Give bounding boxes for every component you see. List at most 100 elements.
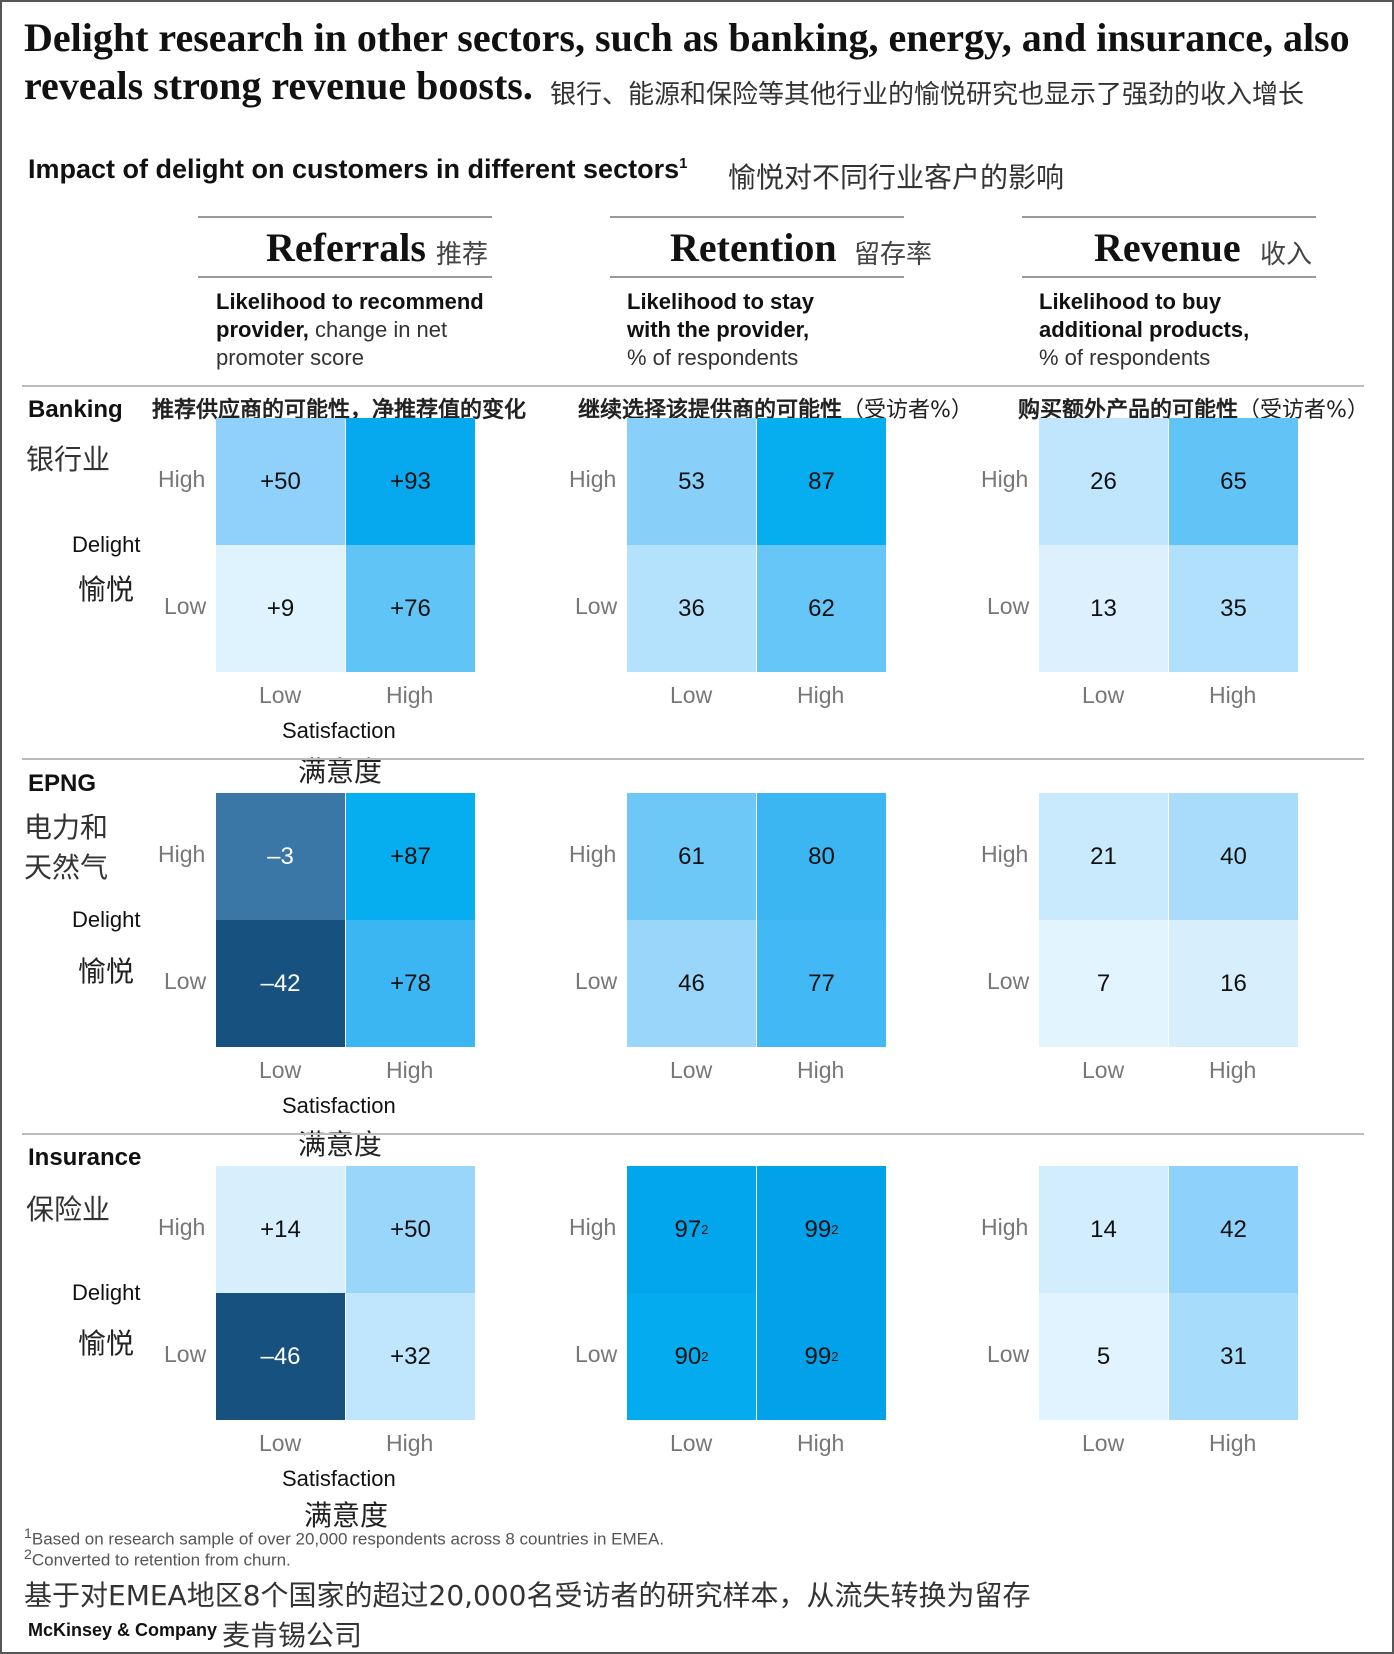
- satisfaction-label-banking: Satisfaction: [282, 718, 396, 743]
- cell-value: 26: [1090, 467, 1117, 495]
- sector-banking: Banking: [28, 396, 123, 423]
- cell-value: –3: [267, 842, 294, 870]
- cell-value: +93: [390, 467, 431, 495]
- heatmap-cell-epng-referrals: –3: [216, 793, 345, 920]
- sector-insurance: Insurance: [28, 1144, 142, 1171]
- col-rule-top-retention: [610, 216, 904, 218]
- col-desc-revenue-line1: Likelihood to buy: [1039, 289, 1222, 314]
- cell-value: 14: [1090, 1215, 1117, 1243]
- satisfaction-cn-insurance: 满意度: [304, 1499, 389, 1532]
- heatmap-cell-epng-referrals: –42: [216, 920, 345, 1047]
- heatmap-cell-insurance-revenue: 31: [1169, 1293, 1298, 1420]
- col-desc-revenue: Likelihood to buy additional products, %…: [1039, 288, 1249, 372]
- y-tick-label-banking-revenue: High: [981, 466, 1029, 492]
- x-tick-label-epng-revenue: Low: [1082, 1057, 1125, 1083]
- cell-value: 99: [804, 1215, 832, 1243]
- heatmap-cell-epng-retention: 46: [627, 920, 756, 1047]
- subtitle-cn: 愉悦对不同行业客户的影响: [728, 161, 1065, 194]
- delight-label-insurance: Delight: [72, 1280, 141, 1305]
- sector-epng: EPNG: [28, 770, 97, 797]
- satisfaction-label-epng: Satisfaction: [282, 1093, 396, 1118]
- satisfaction-label-insurance: Satisfaction: [282, 1466, 396, 1491]
- cell-footnote-mark: 2: [831, 1222, 839, 1237]
- col-desc-retention-line2-bold: with the provider,: [627, 317, 810, 342]
- col-desc-referrals-line2-bold: provider,: [216, 317, 309, 342]
- footnote-2: 2Converted to retention from churn.: [24, 1547, 291, 1571]
- heatmap-cell-insurance-retention: 99 2: [757, 1293, 886, 1420]
- heatmap-cell-epng-referrals: +87: [346, 793, 475, 920]
- cell-value: +76: [390, 594, 431, 622]
- heatmap-cell-epng-revenue: 21: [1039, 793, 1168, 920]
- y-tick-label-banking-referrals: High: [158, 466, 206, 492]
- cell-value: +32: [390, 1342, 431, 1370]
- cell-value: 31: [1220, 1342, 1247, 1370]
- heatmap-cell-insurance-retention: 90 2: [627, 1293, 756, 1420]
- y-tick-label-insurance-referrals: Low: [164, 1341, 207, 1367]
- col-desc-retention: Likelihood to stay with the provider, % …: [627, 288, 814, 372]
- divider-epng: [22, 758, 1364, 760]
- cell-value: 35: [1220, 594, 1247, 622]
- cell-value: 21: [1090, 842, 1117, 870]
- y-tick-label-insurance-revenue: High: [981, 1214, 1029, 1240]
- cell-value: +9: [266, 594, 295, 622]
- x-tick-label-insurance-revenue: Low: [1082, 1430, 1125, 1456]
- footnote-2-text: Converted to retention from churn.: [31, 1550, 291, 1570]
- heatmap-cell-epng-referrals: +78: [346, 920, 475, 1047]
- satisfaction-cn-epng: 满意度: [298, 1128, 383, 1161]
- y-tick-label-epng-referrals: Low: [164, 968, 207, 994]
- heatmap-cell-insurance-referrals: –46: [216, 1293, 345, 1420]
- col-desc-referrals-line2-rest: change in net: [308, 317, 448, 342]
- y-tick-label-epng-referrals: High: [158, 841, 206, 867]
- x-tick-label-epng-revenue: High: [1209, 1057, 1257, 1083]
- heatmap-cell-banking-revenue: 65: [1169, 418, 1298, 545]
- cell-value: –46: [260, 1342, 301, 1370]
- brand-name-cn: 麦肯锡公司: [222, 1619, 363, 1652]
- cell-value: 80: [808, 842, 835, 870]
- heatmap-cell-epng-retention: 80: [757, 793, 886, 920]
- cell-value: +50: [390, 1215, 431, 1243]
- heatmap-cell-insurance-revenue: 5: [1039, 1293, 1168, 1420]
- cell-footnote-mark: 2: [701, 1349, 709, 1364]
- heatmap-cell-banking-retention: 62: [757, 545, 886, 672]
- heatmap-cell-epng-revenue: 7: [1039, 920, 1168, 1047]
- col-head-cn-referrals: 推荐: [436, 240, 489, 270]
- heatmap-cell-banking-revenue: 13: [1039, 545, 1168, 672]
- footnote-2-mark: 2: [24, 1547, 32, 1563]
- x-tick-label-banking-referrals: Low: [259, 682, 302, 708]
- title-line-1: Delight research in other sectors, such …: [24, 15, 1350, 60]
- delight-cn-banking: 愉悦: [78, 573, 135, 606]
- y-tick-label-epng-revenue: Low: [987, 968, 1030, 994]
- cell-value: 65: [1220, 467, 1247, 495]
- heatmap-cell-banking-referrals: +76: [346, 545, 475, 672]
- y-tick-label-insurance-retention: High: [569, 1214, 617, 1240]
- heatmap-cell-insurance-referrals: +32: [346, 1293, 475, 1420]
- col-rule-top-referrals: [198, 216, 492, 218]
- col-head-cn-retention: 留存率: [854, 240, 933, 270]
- col-rule-bottom-referrals: [198, 276, 492, 278]
- heatmap-cell-banking-retention: 87: [757, 418, 886, 545]
- satisfaction-cn-banking: 满意度: [298, 755, 383, 788]
- footnote-cn: 基于对EMEA地区8个国家的超过20,000名受访者的研究样本，从流失转换为留存: [24, 1579, 1031, 1612]
- x-tick-label-banking-retention: High: [797, 682, 845, 708]
- col-desc-revenue-line2-bold: additional products,: [1039, 317, 1250, 342]
- cell-value: 46: [678, 969, 705, 997]
- delight-label-banking: Delight: [72, 532, 141, 557]
- cell-value: 7: [1096, 969, 1111, 997]
- y-tick-label-epng-revenue: High: [981, 841, 1029, 867]
- x-tick-label-insurance-retention: High: [797, 1430, 845, 1456]
- subtitle-text: Impact of delight on customers in differ…: [28, 154, 680, 184]
- footnote-1-mark: 1: [24, 1526, 32, 1542]
- cell-footnote-mark: 2: [701, 1222, 709, 1237]
- heatmap-cell-banking-revenue: 26: [1039, 418, 1168, 545]
- x-tick-label-insurance-referrals: High: [386, 1430, 434, 1456]
- heatmap-cell-banking-revenue: 35: [1169, 545, 1298, 672]
- cell-value: 13: [1090, 594, 1117, 622]
- x-tick-label-epng-retention: High: [797, 1057, 845, 1083]
- cell-value: 99: [804, 1342, 832, 1370]
- col-desc-retention-line3: % of respondents: [627, 345, 799, 370]
- title-line-2: reveals strong revenue boosts.: [24, 63, 533, 108]
- col-desc-revenue-line3: % of respondents: [1039, 345, 1211, 370]
- cell-value: –42: [260, 969, 301, 997]
- heatmap-cell-insurance-retention: 97 2: [627, 1166, 756, 1293]
- heatmap-cell-banking-retention: 53: [627, 418, 756, 545]
